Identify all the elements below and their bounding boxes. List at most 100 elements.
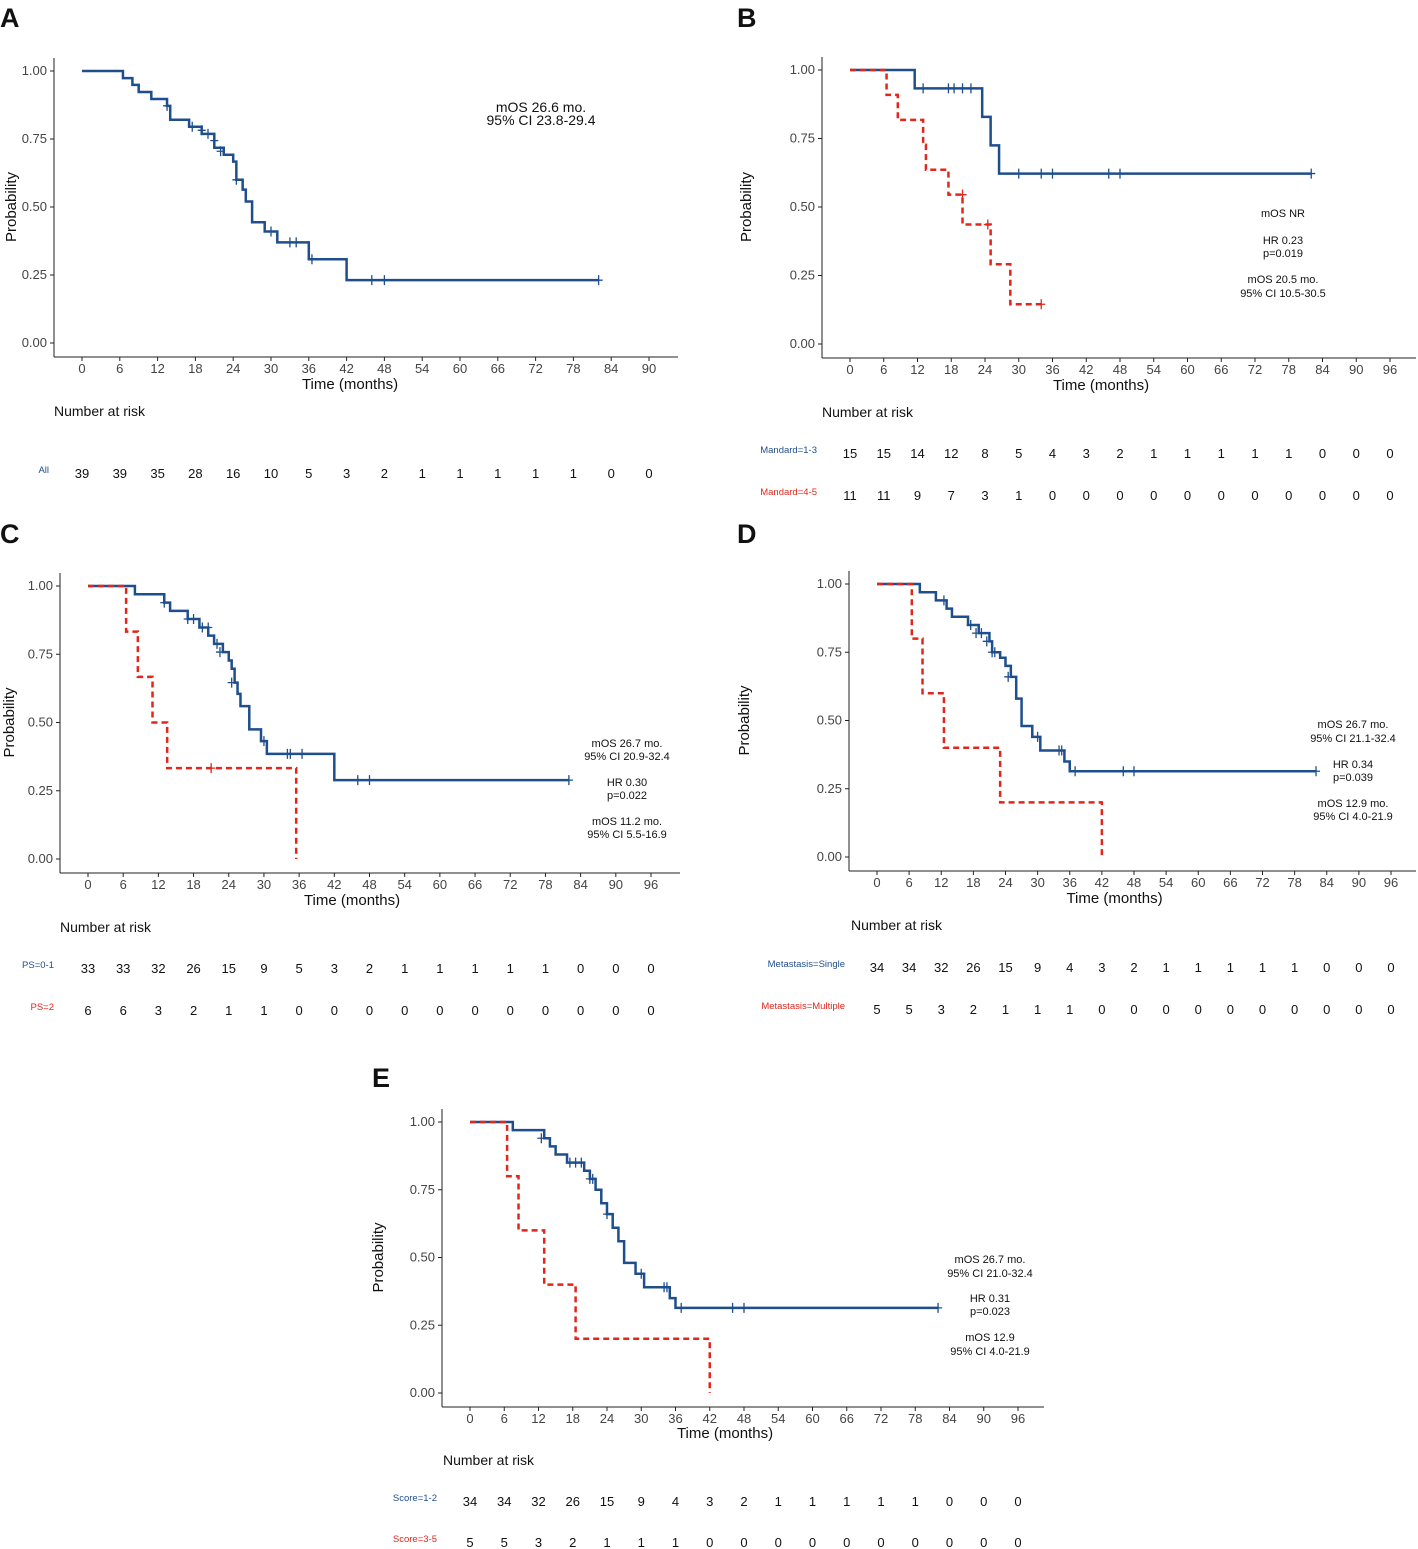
annotation-d: 95% CI 21.1-32.4 (1310, 733, 1396, 745)
risk-count-d: 2 (970, 1002, 977, 1017)
annotation-b: p=0.019 (1263, 248, 1303, 260)
km-curve-e-1 (470, 1120, 939, 1310)
risk-count-a: 5 (305, 466, 312, 481)
censor-mark-b-1 (958, 83, 967, 94)
x-tick-label-c: 96 (644, 877, 658, 892)
risk-count-b: 0 (1218, 488, 1225, 503)
x-tick-label-a: 60 (453, 361, 467, 376)
censor-mark-b-1 (950, 83, 959, 94)
x-tick-label-a: 12 (150, 361, 164, 376)
censor-mark-e-1 (662, 1282, 671, 1293)
x-tick-label-b: 66 (1214, 362, 1228, 377)
risk-count-b: 0 (1285, 488, 1292, 503)
x-tick-label-e: 78 (908, 1411, 922, 1426)
risk-count-c: 0 (366, 1003, 373, 1018)
km-curve-d-2 (877, 582, 1104, 857)
x-tick-label-a: 78 (566, 361, 580, 376)
risk-count-b: 3 (981, 488, 988, 503)
annotation-c: mOS 11.2 mo. (592, 816, 662, 828)
x-tick-label-b: 18 (944, 362, 958, 377)
x-tick-label-b: 24 (978, 362, 992, 377)
risk-count-e: 32 (531, 1494, 545, 1509)
risk-count-e: 1 (809, 1494, 816, 1509)
risk-count-c: 2 (366, 961, 373, 976)
risk-count-d: 0 (1323, 960, 1330, 975)
censor-mark-d-1 (1057, 745, 1066, 756)
censor-mark-c-1 (160, 597, 169, 608)
x-tick-label-a: 54 (415, 361, 429, 376)
risk-table-title-c: Number at risk (60, 919, 152, 935)
risk-count-b: 0 (1049, 488, 1056, 503)
risk-count-e: 0 (740, 1535, 747, 1549)
censor-mark-b-1 (1014, 168, 1023, 179)
censor-mark-c-1 (298, 748, 307, 759)
risk-row-label-b: Mandard=4-5 (760, 487, 817, 498)
panel-letter-a: A (0, 3, 20, 33)
x-tick-label-d: 42 (1095, 875, 1109, 890)
risk-count-e: 0 (980, 1535, 987, 1549)
risk-count-e: 0 (1014, 1535, 1021, 1549)
risk-count-d: 1 (1163, 960, 1170, 975)
risk-count-b: 1 (1015, 488, 1022, 503)
x-tick-label-a: 18 (188, 361, 202, 376)
y-tick-label-e: 0.75 (410, 1182, 435, 1197)
censor-mark-a-1 (267, 226, 275, 237)
censor-mark-b-2 (1037, 299, 1046, 310)
y-axis-title-d: Probability (736, 685, 753, 756)
y-tick-label-c: 0.75 (28, 646, 53, 661)
x-tick-label-d: 30 (1030, 875, 1044, 890)
y-tick-label-a: 0.75 (22, 131, 47, 146)
risk-count-d: 1 (1066, 1002, 1073, 1017)
risk-count-b: 1 (1251, 446, 1258, 461)
risk-count-c: 5 (296, 961, 303, 976)
x-tick-label-e: 96 (1011, 1411, 1025, 1426)
risk-row-label-c: PS=2 (30, 1002, 54, 1013)
x-tick-label-a: 72 (528, 361, 542, 376)
censor-mark-c-1 (259, 736, 268, 747)
censor-mark-a-1 (188, 121, 197, 132)
x-tick-label-b: 90 (1349, 362, 1363, 377)
risk-count-b: 9 (914, 488, 921, 503)
censor-mark-e-1 (728, 1302, 737, 1313)
risk-count-c: 0 (612, 1003, 619, 1018)
y-tick-label-b: 0.00 (790, 336, 815, 351)
risk-row-label-c: PS=0-1 (22, 960, 54, 971)
risk-count-d: 1 (1291, 960, 1298, 975)
risk-count-b: 0 (1319, 488, 1326, 503)
y-tick-label-d: 0.75 (817, 644, 842, 659)
annotation-b: mOS 20.5 mo. (1248, 274, 1319, 286)
x-tick-label-d: 84 (1320, 875, 1334, 890)
risk-count-b: 0 (1319, 446, 1326, 461)
censor-mark-b-1 (919, 83, 928, 94)
x-tick-label-e: 72 (874, 1411, 888, 1426)
risk-count-c: 3 (331, 961, 338, 976)
x-tick-label-c: 60 (433, 877, 447, 892)
risk-count-a: 1 (456, 466, 463, 481)
annotation-b: HR 0.23 (1263, 235, 1303, 247)
censor-mark-d-1 (977, 628, 986, 639)
panel-e: E0.000.250.500.751.000 6 12 18 24 30 36 42 48 54 6… (370, 1063, 1044, 1549)
risk-count-d: 0 (1291, 1002, 1298, 1017)
x-tick-label-d: 6 (906, 875, 913, 890)
risk-count-d: 0 (1355, 1002, 1362, 1017)
risk-count-b: 1 (1184, 446, 1191, 461)
risk-count-d: 0 (1387, 1002, 1394, 1017)
y-tick-label-b: 0.75 (790, 131, 815, 146)
risk-count-c: 1 (225, 1003, 232, 1018)
censor-mark-b-1 (1104, 168, 1113, 179)
censor-mark-e-1 (588, 1173, 597, 1184)
risk-count-c: 33 (116, 961, 130, 976)
annotation-d: mOS 12.9 mo. (1318, 798, 1389, 810)
x-axis-title-a: Time (months) (302, 376, 398, 393)
x-tick-label-e: 84 (942, 1411, 956, 1426)
panel-letter-d: D (737, 519, 757, 549)
risk-count-d: 26 (966, 960, 980, 975)
annotation-d: p=0.039 (1333, 772, 1373, 784)
x-tick-label-b: 78 (1282, 362, 1296, 377)
censor-mark-c-1 (213, 638, 222, 649)
censor-mark-e-1 (677, 1302, 686, 1313)
panel-letter-c: C (0, 519, 20, 549)
risk-count-e: 1 (912, 1494, 919, 1509)
y-tick-label-d: 0.00 (817, 849, 842, 864)
